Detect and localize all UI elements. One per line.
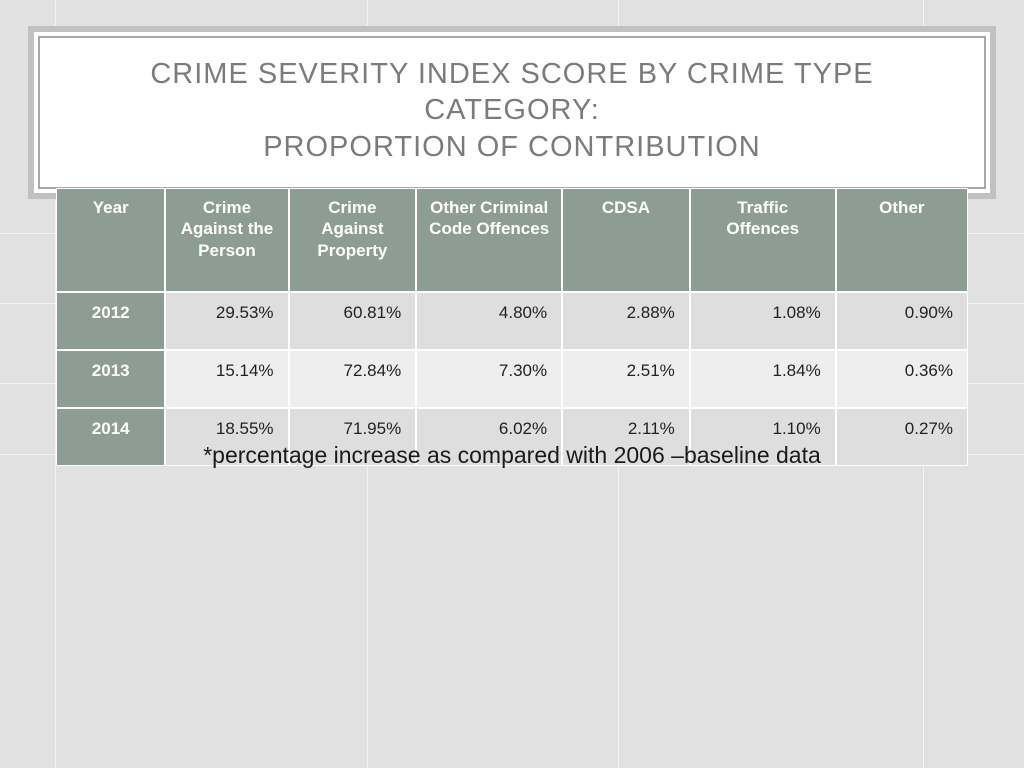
title-frame: CRIME SEVERITY INDEX SCORE BY CRIME TYPE… — [28, 26, 996, 199]
cell: 4.80% — [416, 292, 562, 350]
data-table-container: Year Crime Against the Person Crime Agai… — [56, 188, 968, 466]
cell: 0.36% — [836, 350, 968, 408]
table-row: 2013 15.14% 72.84% 7.30% 2.51% 1.84% 0.3… — [56, 350, 968, 408]
cell: 29.53% — [165, 292, 288, 350]
cell: 15.14% — [165, 350, 288, 408]
footnote: *percentage increase as compared with 20… — [0, 442, 1024, 469]
cell: 0.90% — [836, 292, 968, 350]
row-year: 2013 — [56, 350, 165, 408]
cell: 1.84% — [690, 350, 836, 408]
title-line1: CRIME SEVERITY INDEX SCORE BY CRIME TYPE… — [150, 58, 873, 126]
cell: 2.88% — [562, 292, 690, 350]
cell: 60.81% — [289, 292, 417, 350]
col-traffic: Traffic Offences — [690, 188, 836, 292]
title-line2: PROPORTION OF CONTRIBUTION — [263, 131, 761, 163]
cell: 72.84% — [289, 350, 417, 408]
col-year: Year — [56, 188, 165, 292]
cell: 2.51% — [562, 350, 690, 408]
page-title: CRIME SEVERITY INDEX SCORE BY CRIME TYPE… — [70, 56, 954, 165]
col-other: Other — [836, 188, 968, 292]
row-year: 2012 — [56, 292, 165, 350]
cell: 7.30% — [416, 350, 562, 408]
col-property: Crime Against Property — [289, 188, 417, 292]
col-person: Crime Against the Person — [165, 188, 288, 292]
table-header-row: Year Crime Against the Person Crime Agai… — [56, 188, 968, 292]
cell: 1.08% — [690, 292, 836, 350]
col-cdsa: CDSA — [562, 188, 690, 292]
title-inner: CRIME SEVERITY INDEX SCORE BY CRIME TYPE… — [38, 36, 986, 189]
table-row: 2012 29.53% 60.81% 4.80% 2.88% 1.08% 0.9… — [56, 292, 968, 350]
col-othercc: Other Criminal Code Offences — [416, 188, 562, 292]
data-table: Year Crime Against the Person Crime Agai… — [56, 188, 968, 466]
